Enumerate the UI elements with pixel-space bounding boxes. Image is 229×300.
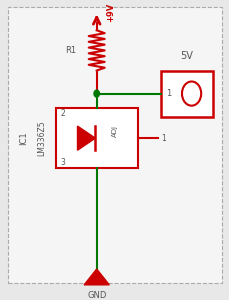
Text: GND: GND [87,291,106,300]
Text: 3: 3 [60,158,65,167]
Text: +9V: +9V [105,3,114,22]
Text: IC1: IC1 [19,131,28,145]
Text: 1: 1 [160,134,165,143]
Text: ADJ: ADJ [111,125,117,137]
Text: R1: R1 [65,46,76,55]
Text: 2: 2 [60,110,65,118]
Circle shape [181,82,200,106]
Bar [55,108,137,168]
Polygon shape [77,126,95,150]
Text: 1: 1 [166,89,171,98]
Text: LM336Z5: LM336Z5 [37,120,46,156]
Text: 5V: 5V [180,50,193,61]
Bar [160,70,212,117]
Circle shape [94,90,99,97]
Polygon shape [84,269,109,285]
